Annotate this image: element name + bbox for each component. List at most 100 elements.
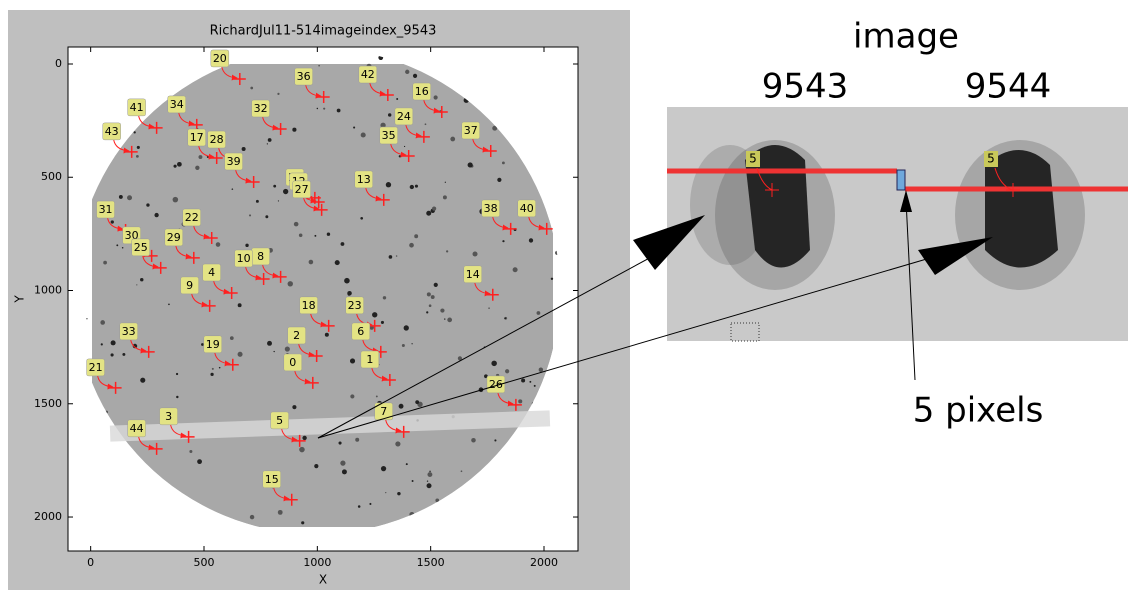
point-label: 24	[397, 110, 411, 123]
speckle	[405, 69, 410, 74]
speckle	[302, 435, 307, 441]
point	[247, 176, 260, 189]
speckle	[492, 125, 498, 131]
point-label: 2	[293, 329, 300, 342]
speckle	[426, 480, 429, 482]
speckle	[277, 92, 280, 95]
point-label-box	[283, 353, 303, 372]
annotation-line	[905, 199, 916, 381]
speckle	[266, 143, 268, 145]
label-arrow	[385, 419, 402, 434]
speckle	[229, 336, 234, 340]
point-label-box	[486, 375, 506, 394]
point-label: 18	[302, 299, 316, 312]
spot-arrow	[756, 167, 773, 191]
speckle	[433, 282, 438, 288]
point	[187, 251, 200, 264]
speckle	[133, 131, 136, 134]
label-arrow	[310, 313, 327, 328]
speckle	[369, 502, 372, 505]
point-label-box	[517, 199, 536, 218]
speckle	[467, 162, 473, 168]
speckle	[397, 491, 401, 496]
point-label: 5	[276, 414, 283, 427]
point	[306, 376, 319, 389]
point-label-box	[461, 121, 480, 140]
label-arrow	[198, 145, 215, 160]
point-label-box	[287, 326, 306, 345]
speckle	[175, 372, 179, 376]
pointer-head	[918, 237, 993, 275]
label-arrow	[303, 197, 320, 212]
point-label: 32	[254, 102, 268, 115]
spot-label: 5	[987, 152, 995, 166]
speckle	[176, 395, 179, 399]
speckle	[265, 215, 269, 219]
label-arrow	[245, 266, 262, 281]
speckle	[471, 438, 476, 443]
point-label-box	[463, 265, 483, 284]
point	[310, 349, 323, 362]
speckle	[424, 123, 427, 126]
label-arrow	[191, 293, 208, 308]
point-label-box	[270, 411, 289, 430]
speckle	[432, 206, 437, 211]
speckle	[427, 472, 433, 478]
speckle	[318, 64, 320, 67]
speckle	[197, 459, 202, 465]
speckle	[237, 351, 243, 357]
point	[125, 145, 138, 158]
point-label-box	[481, 199, 500, 218]
point	[257, 272, 270, 285]
speckle	[380, 320, 384, 324]
speckle	[502, 240, 505, 243]
point-label: 14	[466, 268, 480, 281]
point-label: 1	[366, 353, 373, 366]
point-label-box	[127, 98, 146, 117]
point	[142, 345, 155, 358]
point	[377, 193, 390, 206]
speckle	[154, 212, 159, 218]
point	[435, 106, 448, 119]
label-arrow	[474, 282, 491, 297]
point-label-box	[210, 49, 230, 68]
point-label-box	[202, 263, 221, 282]
label-arrow	[305, 84, 322, 99]
x-tick-label: 2000	[530, 556, 558, 569]
speckle	[505, 369, 510, 374]
speckle	[273, 350, 275, 353]
speckle	[277, 200, 280, 202]
x-axis-label: X	[319, 573, 327, 587]
speckle	[435, 498, 440, 503]
speckle	[267, 340, 272, 346]
speckle	[173, 164, 177, 168]
label-arrow	[492, 216, 509, 231]
point-label: 38	[484, 202, 498, 215]
speckle	[293, 221, 299, 227]
speckle	[326, 232, 331, 236]
point	[315, 203, 328, 216]
speckle	[501, 161, 505, 165]
point	[383, 373, 396, 386]
point-label: 25	[134, 241, 148, 254]
label-arrow	[423, 99, 440, 114]
speckle	[550, 277, 554, 281]
point	[322, 319, 335, 332]
speckle	[284, 346, 290, 352]
speckle	[405, 463, 408, 466]
y-tick-label: 2000	[34, 510, 62, 523]
speckle	[360, 132, 366, 138]
speckle	[442, 195, 447, 200]
speckle	[380, 122, 386, 128]
speckle	[338, 441, 342, 445]
point	[210, 151, 223, 164]
speckle	[395, 255, 398, 257]
point	[417, 130, 430, 143]
point-label-box	[262, 470, 281, 489]
point-label: 21	[89, 361, 103, 374]
speckle	[395, 441, 401, 447]
speckle	[135, 154, 139, 158]
speckle	[136, 145, 140, 149]
frame-label: 9544	[965, 67, 1052, 107]
label-arrow	[273, 487, 290, 502]
